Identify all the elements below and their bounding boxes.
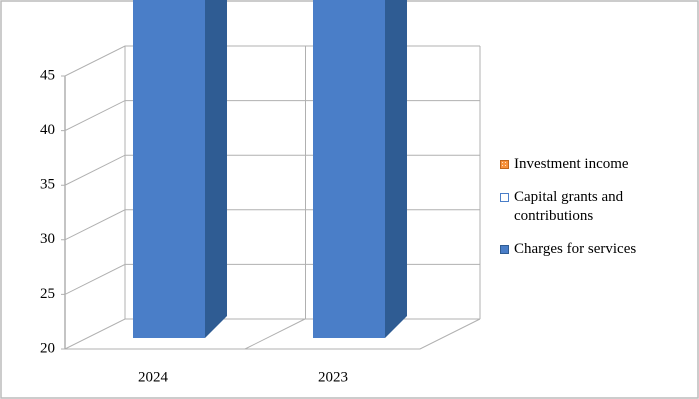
y-tick-label: 45 <box>40 67 55 83</box>
bar-segment <box>133 0 227 339</box>
legend-label: Investment income <box>514 156 629 172</box>
grid-line <box>61 154 480 186</box>
y-tick-label: 40 <box>40 122 55 138</box>
floor-divider <box>244 318 306 350</box>
grid-line <box>61 209 480 241</box>
legend-label: Charges for services <box>514 241 637 257</box>
legend-swatch <box>500 245 509 254</box>
legend-item: Investment income <box>500 155 690 174</box>
legend-item: Capital grants and contributions <box>500 188 690 226</box>
legend-label: Capital grants and contributions <box>514 189 624 224</box>
x-tick-label: 2024 <box>138 369 169 385</box>
bar-front <box>133 0 205 339</box>
grid-line <box>61 100 480 132</box>
y-tick-label: 35 <box>40 177 55 193</box>
y-tick-label: 25 <box>40 286 55 302</box>
legend-item: Charges for services <box>500 240 690 259</box>
legend: Investment income Capital grants and cont… <box>500 155 690 273</box>
grid-line <box>61 45 480 77</box>
bar-segment <box>313 0 407 338</box>
bar-side <box>385 0 407 338</box>
x-tick-label: 2023 <box>318 369 348 385</box>
bar-side <box>205 0 227 338</box>
grid-line <box>61 263 480 295</box>
grid-line <box>61 318 480 350</box>
legend-swatch <box>500 160 509 169</box>
y-tick-label: 30 <box>40 231 55 247</box>
floor <box>65 318 481 350</box>
legend-swatch <box>500 193 509 202</box>
bar-front <box>313 0 385 338</box>
y-tick-label: 20 <box>40 340 55 356</box>
